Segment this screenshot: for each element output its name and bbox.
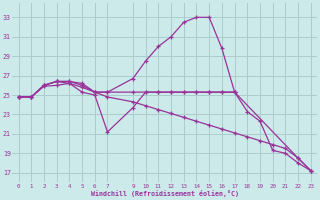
X-axis label: Windchill (Refroidissement éolien,°C): Windchill (Refroidissement éolien,°C) [91, 190, 239, 197]
